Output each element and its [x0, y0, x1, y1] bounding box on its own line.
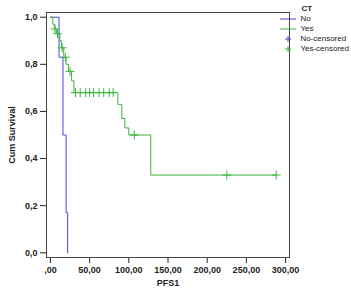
- html-text:CT: CT: [301, 4, 312, 13]
- html-text:Yes-censored: Yes-censored: [300, 44, 349, 53]
- svg-text:250,00: 250,00: [233, 265, 261, 275]
- svg-text:300,00: 300,00: [272, 265, 300, 275]
- svg-text:0,6: 0,6: [25, 106, 38, 116]
- html-text:No-censored: No-censored: [300, 34, 347, 43]
- svg-text:0,4: 0,4: [25, 153, 38, 163]
- svg-text:,00: ,00: [44, 265, 57, 275]
- html-text:Yes: Yes: [300, 24, 314, 33]
- svg-text:1,0: 1,0: [25, 12, 38, 22]
- svg-text:200,00: 200,00: [193, 265, 221, 275]
- svg-text:100,00: 100,00: [115, 265, 143, 275]
- svg-text:0,2: 0,2: [25, 201, 38, 211]
- svg-text:50,00: 50,00: [78, 265, 101, 275]
- svg-text:0,0: 0,0: [25, 248, 38, 258]
- html-text:No: No: [300, 14, 311, 23]
- svg-text:0,8: 0,8: [25, 59, 38, 69]
- svg-text:PFS1: PFS1: [157, 278, 180, 288]
- svg-text:150,00: 150,00: [154, 265, 182, 275]
- svg-text:Cum Survival: Cum Survival: [7, 106, 17, 164]
